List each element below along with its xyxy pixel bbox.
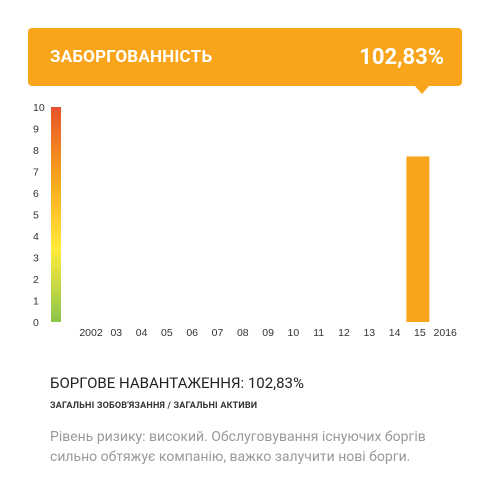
y-tick-label: 3: [33, 253, 39, 265]
y-tick-label: 7: [33, 167, 39, 179]
y-tick-label: 1: [33, 296, 39, 308]
risk-description: Рівень ризику: високий. Обслуговування і…: [50, 429, 426, 465]
indicator-header: ЗАБОРГОВАННІСТЬ 102,83%: [28, 28, 462, 86]
x-tick-label: 04: [136, 327, 148, 339]
y-tick-label: 9: [33, 124, 39, 136]
x-tick-label: 09: [262, 327, 274, 339]
x-tick-label: 2016: [434, 327, 458, 339]
y-tick-label: 2: [33, 274, 39, 286]
x-tick-label: 10: [288, 327, 300, 339]
x-tick-label: 05: [161, 327, 173, 339]
y-tick-label: 6: [33, 188, 39, 200]
y-tick-label: 5: [33, 210, 39, 222]
y-tick-label: 8: [33, 145, 39, 157]
x-tick-label: 11: [313, 327, 324, 339]
indicator-title: ЗАБОРГОВАННІСТЬ: [50, 47, 213, 67]
risk-scale-bar: [51, 107, 61, 322]
bar-15[interactable]: [406, 156, 430, 322]
y-tick-label: 10: [33, 102, 45, 114]
ratio-formula-label: ЗАГАЛЬНІ ЗОБОВ'ЯЗАННЯ / ЗАГАЛЬНІ АКТИВИ: [50, 401, 258, 411]
x-tick-label: 15: [414, 327, 426, 339]
x-tick-label: 2002: [79, 327, 103, 339]
y-tick-label: 4: [33, 231, 39, 243]
x-tick-label: 13: [363, 327, 375, 339]
x-tick-label: 03: [110, 327, 122, 339]
x-tick-label: 06: [186, 327, 198, 339]
y-tick-label: 0: [33, 317, 39, 329]
debt-load-title: БОРГОВЕ НАВАНТАЖЕННЯ: 102,83%: [50, 374, 304, 392]
x-tick-label: 08: [237, 327, 249, 339]
x-tick-label: 14: [389, 327, 401, 339]
x-tick-label: 12: [338, 327, 350, 339]
selected-year-pointer: [415, 86, 429, 94]
x-tick-label: 07: [212, 327, 224, 339]
indicator-value: 102,83%: [359, 44, 444, 70]
